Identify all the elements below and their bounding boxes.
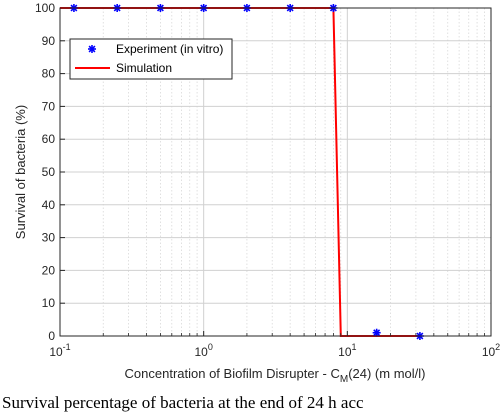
y-tick-label: 30 [42, 231, 56, 245]
x-tick-label: 10-1 [49, 342, 70, 359]
y-tick-label: 40 [42, 198, 56, 212]
x-axis-label: Concentration of Biofilm Disrupter - CM(… [125, 366, 426, 385]
y-tick-label: 70 [42, 99, 56, 113]
x-tick-label: 102 [482, 342, 500, 359]
axis-ticks [59, 7, 492, 337]
legend-experiment-marker [88, 45, 96, 53]
legend-simulation-label: Simulation [116, 61, 172, 75]
y-tick-label: 10 [42, 296, 56, 310]
figure-caption: Survival percentage of bacteria at the e… [2, 393, 364, 412]
x-tick-label: 100 [194, 342, 212, 359]
x-tick-label: 101 [338, 342, 356, 359]
y-tick-label: 100 [35, 1, 55, 15]
y-tick-label: 50 [42, 165, 56, 179]
y-tick-label: 90 [42, 34, 56, 48]
y-tick-label: 0 [48, 329, 55, 343]
y-axis-label: Survival of bacteria (%) [13, 105, 28, 239]
y-tick-label: 20 [42, 263, 56, 277]
legend-box [69, 38, 233, 80]
y-tick-label: 80 [42, 67, 56, 81]
legend-asterisk-icon [88, 45, 96, 53]
x-axis-label-suffix: (24) (m mol/l) [348, 366, 425, 381]
y-tick-label: 60 [42, 132, 56, 146]
legend: Experiment (in vitro) Simulation [69, 38, 233, 80]
legend-experiment-label: Experiment (in vitro) [116, 42, 223, 56]
x-axis-label-subscript: M [340, 374, 348, 385]
experiment-point [372, 328, 381, 337]
x-axis-label-prefix: Concentration of Biofilm Disrupter - C [125, 366, 340, 381]
